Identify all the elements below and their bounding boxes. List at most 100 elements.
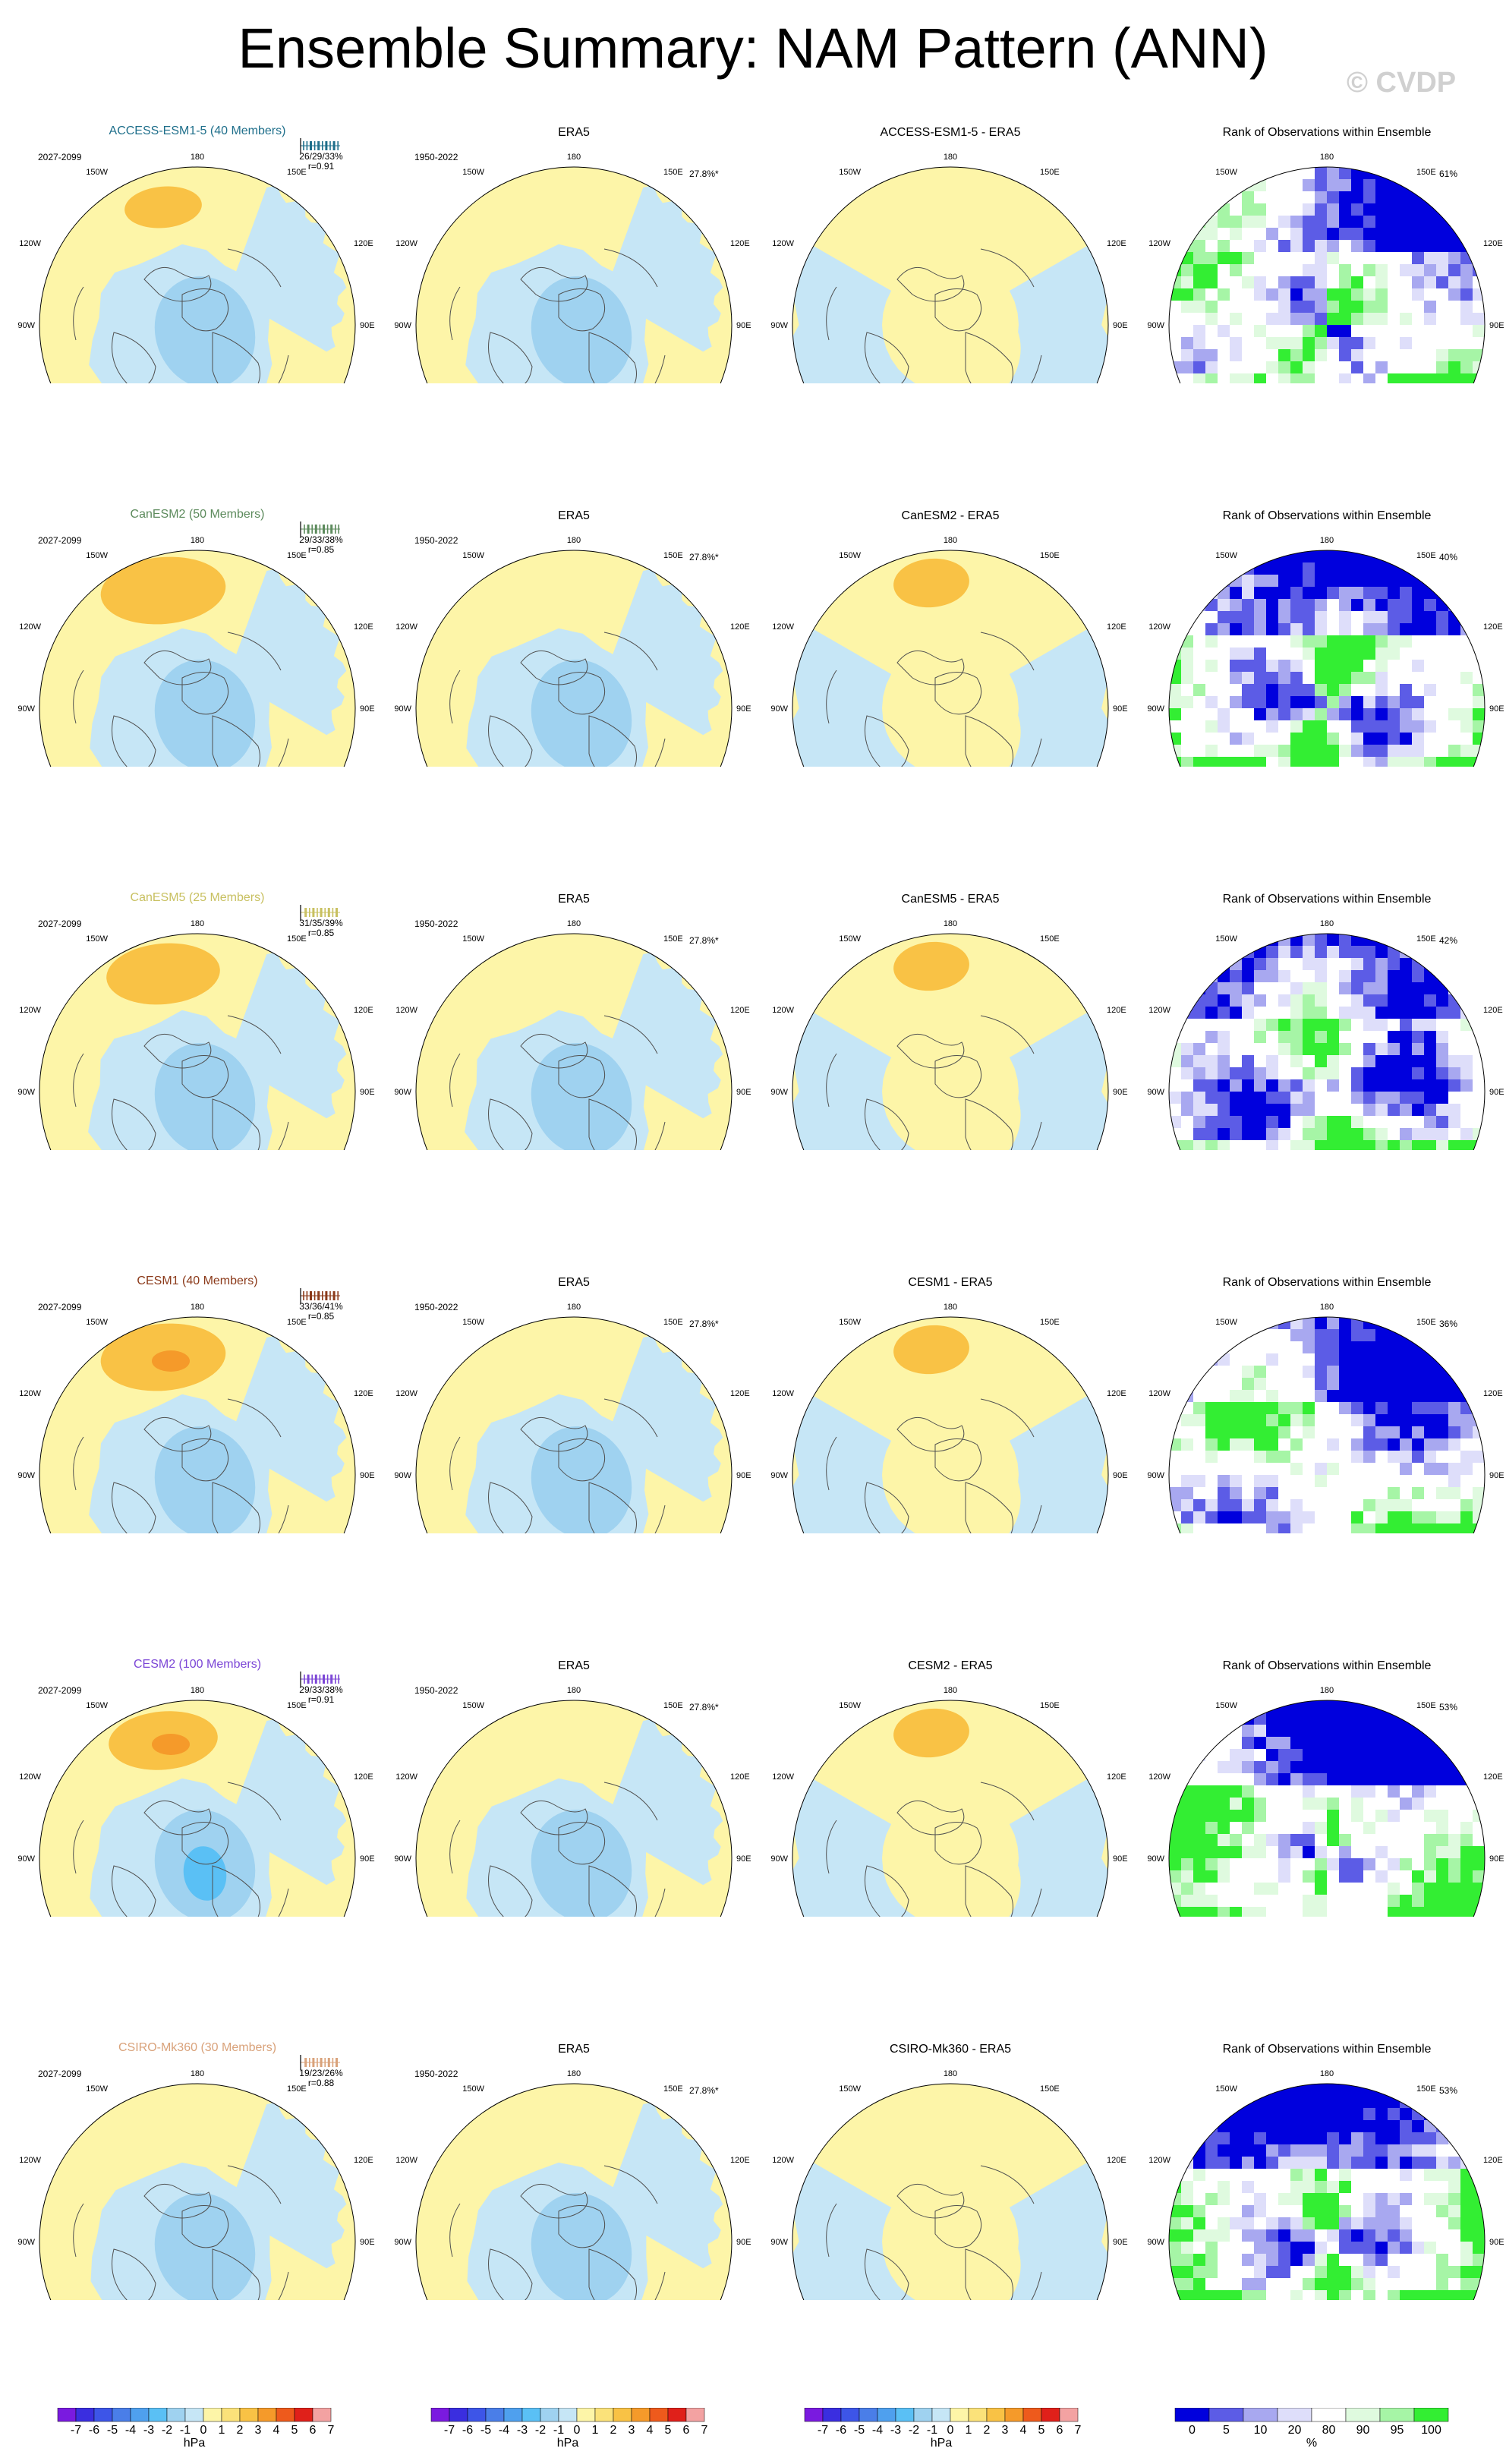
difference-positive-center: [893, 558, 969, 608]
colorbar-swatch: [1174, 2408, 1210, 2422]
rank-cell: [1412, 1737, 1424, 1749]
map-border: [39, 1316, 356, 1533]
rank-cell: [1290, 1055, 1303, 1067]
coastline-6: [73, 670, 84, 724]
rank-cell: [1339, 2132, 1351, 2144]
map-border: [792, 550, 1109, 767]
cvdp-watermark: © CVDP: [1347, 67, 1457, 99]
rank-cell: [1327, 179, 1339, 191]
rank-cell: [1181, 1907, 1193, 1917]
rank-cell: [1193, 1883, 1205, 1895]
rank-cell: [1266, 2266, 1278, 2278]
rank-cell: [1363, 373, 1375, 383]
rank-cell: [1388, 1773, 1400, 1785]
rank-cell: [1339, 1773, 1351, 1785]
rank-cell: [1230, 313, 1242, 325]
rank-cell: [1193, 2120, 1205, 2132]
coastline-4: [865, 715, 909, 767]
rank-cell: [1218, 1907, 1230, 1917]
rank-cell: [1339, 648, 1351, 660]
lon-label-left: 90W: [1147, 2238, 1164, 2247]
rank-cell: [1339, 1007, 1351, 1019]
colorbar-swatch: [822, 2408, 842, 2422]
observation-period: 1950-2022: [414, 1302, 458, 1312]
rank-cell: [1460, 1822, 1473, 1834]
pattern-correlation: r=0.88: [307, 2078, 335, 2088]
rank-cell: [1242, 733, 1254, 745]
negative-peak: [183, 1846, 227, 1901]
rank-cell: [1303, 1725, 1315, 1737]
rank-cell: [1230, 1487, 1242, 1499]
rank-cell: [1375, 1438, 1388, 1451]
rank-cell: [1412, 1104, 1424, 1116]
rank-cell: [1388, 373, 1400, 383]
rank-cell: [1448, 276, 1460, 288]
rank-cell: [1230, 611, 1242, 623]
rank-cell: [1254, 216, 1266, 228]
rank-cell: [1412, 2120, 1424, 2132]
rank-cell: [1327, 2108, 1339, 2120]
colorbar-tick-label: 2: [237, 2424, 244, 2437]
negative-center: [154, 1043, 256, 1150]
rank-cell: [1460, 1846, 1473, 1858]
rank-cell: [1290, 575, 1303, 587]
rank-cell: [1400, 1402, 1412, 1414]
coastline-3: [965, 1865, 1013, 1917]
rank-cell: [1327, 635, 1339, 648]
rank-cell: [1327, 2132, 1339, 2144]
rank-cell: [1400, 2242, 1412, 2254]
coastline-7: [626, 1888, 666, 1917]
rank-cell: [1473, 1846, 1485, 1858]
rank-cell: [1436, 1895, 1448, 1907]
rank-cell: [1278, 1846, 1290, 1858]
rank-cell: [1193, 575, 1205, 587]
rank-cell: [1400, 733, 1412, 745]
rank-cell: [1327, 575, 1339, 587]
rank-cell: [1290, 946, 1303, 958]
rank-cell: [1290, 1079, 1303, 1092]
rank-cell: [1303, 1773, 1315, 1785]
rank-cell: [1254, 2108, 1266, 2120]
observation-panel-title: ERA5: [558, 126, 590, 139]
colorbar-tick-label: 5: [291, 2424, 298, 2437]
rank-cell: [1254, 276, 1266, 288]
difference-panel: 180150W150E120W120E90W90E60W60E30W30E0CS…: [762, 1917, 1139, 2300]
rank-cell: [1448, 2290, 1460, 2300]
rank-cell: [1375, 276, 1388, 288]
rank-cell: [1400, 1378, 1412, 1390]
coastline-7: [250, 2271, 289, 2300]
rank-cell: [1339, 1761, 1351, 1773]
rank-cell: [1193, 1511, 1205, 1523]
colorbar-swatch: [840, 2408, 860, 2422]
coastline-3: [965, 1098, 1013, 1150]
rank-cell: [1363, 2096, 1375, 2108]
rank-cell: [1412, 1353, 1424, 1366]
rank-cell: [1460, 264, 1473, 276]
rank-cell: [1266, 1883, 1278, 1895]
rank-cell: [1339, 587, 1351, 599]
rank-cell: [1315, 1116, 1327, 1128]
rank-cell: [1290, 1019, 1303, 1031]
colorbar-tick-label: 95: [1391, 2424, 1404, 2437]
colorbar-tick-label: 2: [984, 2424, 991, 2437]
rank-cell: [1230, 587, 1242, 599]
rank-cell: [1375, 1870, 1388, 1883]
colorbar-swatch: [685, 2408, 705, 2422]
rank-cell: [1181, 2132, 1193, 2144]
rank-cell: [1351, 648, 1363, 660]
rank-cell: [1315, 587, 1327, 599]
rank-cell: [1278, 361, 1290, 373]
colorbar-swatch: [485, 2408, 505, 2422]
lon-label-left: 90W: [1147, 1854, 1164, 1864]
rank-cell: [1412, 2132, 1424, 2144]
colorbar-tick-label: 5: [665, 2424, 672, 2437]
rank-cell: [1254, 1834, 1266, 1846]
rank-cell: [1351, 1858, 1363, 1870]
rank-cell: [1460, 958, 1473, 970]
rank-cell: [1460, 2242, 1473, 2254]
rank-cell: [1242, 1907, 1254, 1917]
rank-cell: [1339, 562, 1351, 575]
rank-cell: [1460, 2108, 1473, 2120]
lon-label-upper-left: 150W: [1215, 168, 1237, 177]
rank-cell: [1181, 1870, 1193, 1883]
